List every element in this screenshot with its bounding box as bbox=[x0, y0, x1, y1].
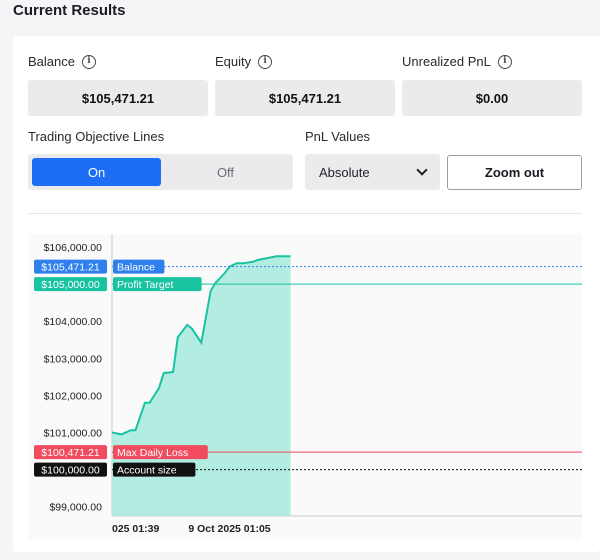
y-tick-label: $104,000.00 bbox=[44, 316, 103, 328]
balance-label: Balance bbox=[28, 54, 75, 69]
pnl-values-select[interactable]: Absolute bbox=[305, 154, 440, 190]
y-tick-label: $99,000.00 bbox=[49, 502, 102, 514]
reference-value-text: $100,000.00 bbox=[41, 465, 100, 477]
info-icon[interactable]: i bbox=[258, 54, 273, 69]
reference-label-tag bbox=[113, 445, 208, 460]
unrealized-label-group: Unrealized PnL i bbox=[402, 54, 512, 69]
y-tick-label: $102,000.00 bbox=[44, 390, 103, 402]
x-tick-label: 9 Oct 2025 01:05 bbox=[188, 523, 270, 535]
info-icon[interactable]: i bbox=[81, 54, 96, 69]
equity-label: Equity bbox=[215, 54, 252, 69]
reference-label-text: Max Daily Loss bbox=[117, 447, 188, 459]
pnl-values-label: PnL Values bbox=[305, 129, 371, 144]
toggle-off-option[interactable]: Off bbox=[216, 164, 235, 180]
unrealized-pnl-label: Unrealized PnL bbox=[402, 54, 491, 69]
chevron-down-icon bbox=[416, 164, 428, 176]
reference-value-text: $100,471.21 bbox=[41, 447, 100, 459]
reference-label-text: Account size bbox=[117, 465, 177, 477]
reference-label-tag bbox=[113, 462, 196, 477]
reference-value-tag bbox=[34, 462, 107, 477]
equity-label-group: Equity i bbox=[215, 54, 273, 69]
chart-background bbox=[28, 234, 582, 540]
pnl-chart[interactable]: $106,000.00 $104,000.00 $103,000.00 $102,00… bbox=[28, 234, 582, 540]
reference-label-text: Balance bbox=[117, 262, 155, 274]
unrealized-pnl-value: $0.00 bbox=[402, 80, 582, 116]
y-tick-label: $101,000.00 bbox=[44, 428, 103, 440]
y-tick-label: $106,000.00 bbox=[44, 242, 103, 254]
pnl-values-selected: Absolute bbox=[319, 164, 370, 180]
zoom-out-button[interactable]: Zoom out bbox=[447, 155, 582, 190]
equity-line bbox=[111, 255, 291, 436]
section-title: Current Results bbox=[13, 2, 126, 19]
reference-value-text: $105,471.21 bbox=[41, 262, 100, 274]
reference-label-text: Profit Target bbox=[117, 279, 173, 291]
objective-lines-label: Trading Objective Lines bbox=[28, 129, 165, 144]
balance-value: $105,471.21 bbox=[28, 80, 208, 116]
info-icon[interactable]: i bbox=[497, 54, 512, 69]
y-tick-label: $103,000.00 bbox=[44, 353, 103, 365]
reference-label-tag bbox=[113, 277, 202, 292]
equity-value: $105,471.21 bbox=[215, 80, 395, 116]
reference-value-tag bbox=[34, 445, 107, 460]
balance-label-group: Balance i bbox=[28, 54, 96, 69]
divider bbox=[28, 213, 582, 214]
toggle-on-option[interactable]: On bbox=[32, 158, 161, 186]
objective-lines-toggle: On Off bbox=[28, 154, 293, 190]
reference-value-text: $105,000.00 bbox=[41, 279, 100, 291]
reference-value-tag bbox=[34, 277, 107, 292]
reference-value-tag bbox=[34, 259, 107, 274]
x-tick-label: 025 01:39 bbox=[112, 523, 159, 535]
reference-label-tag bbox=[113, 259, 165, 274]
